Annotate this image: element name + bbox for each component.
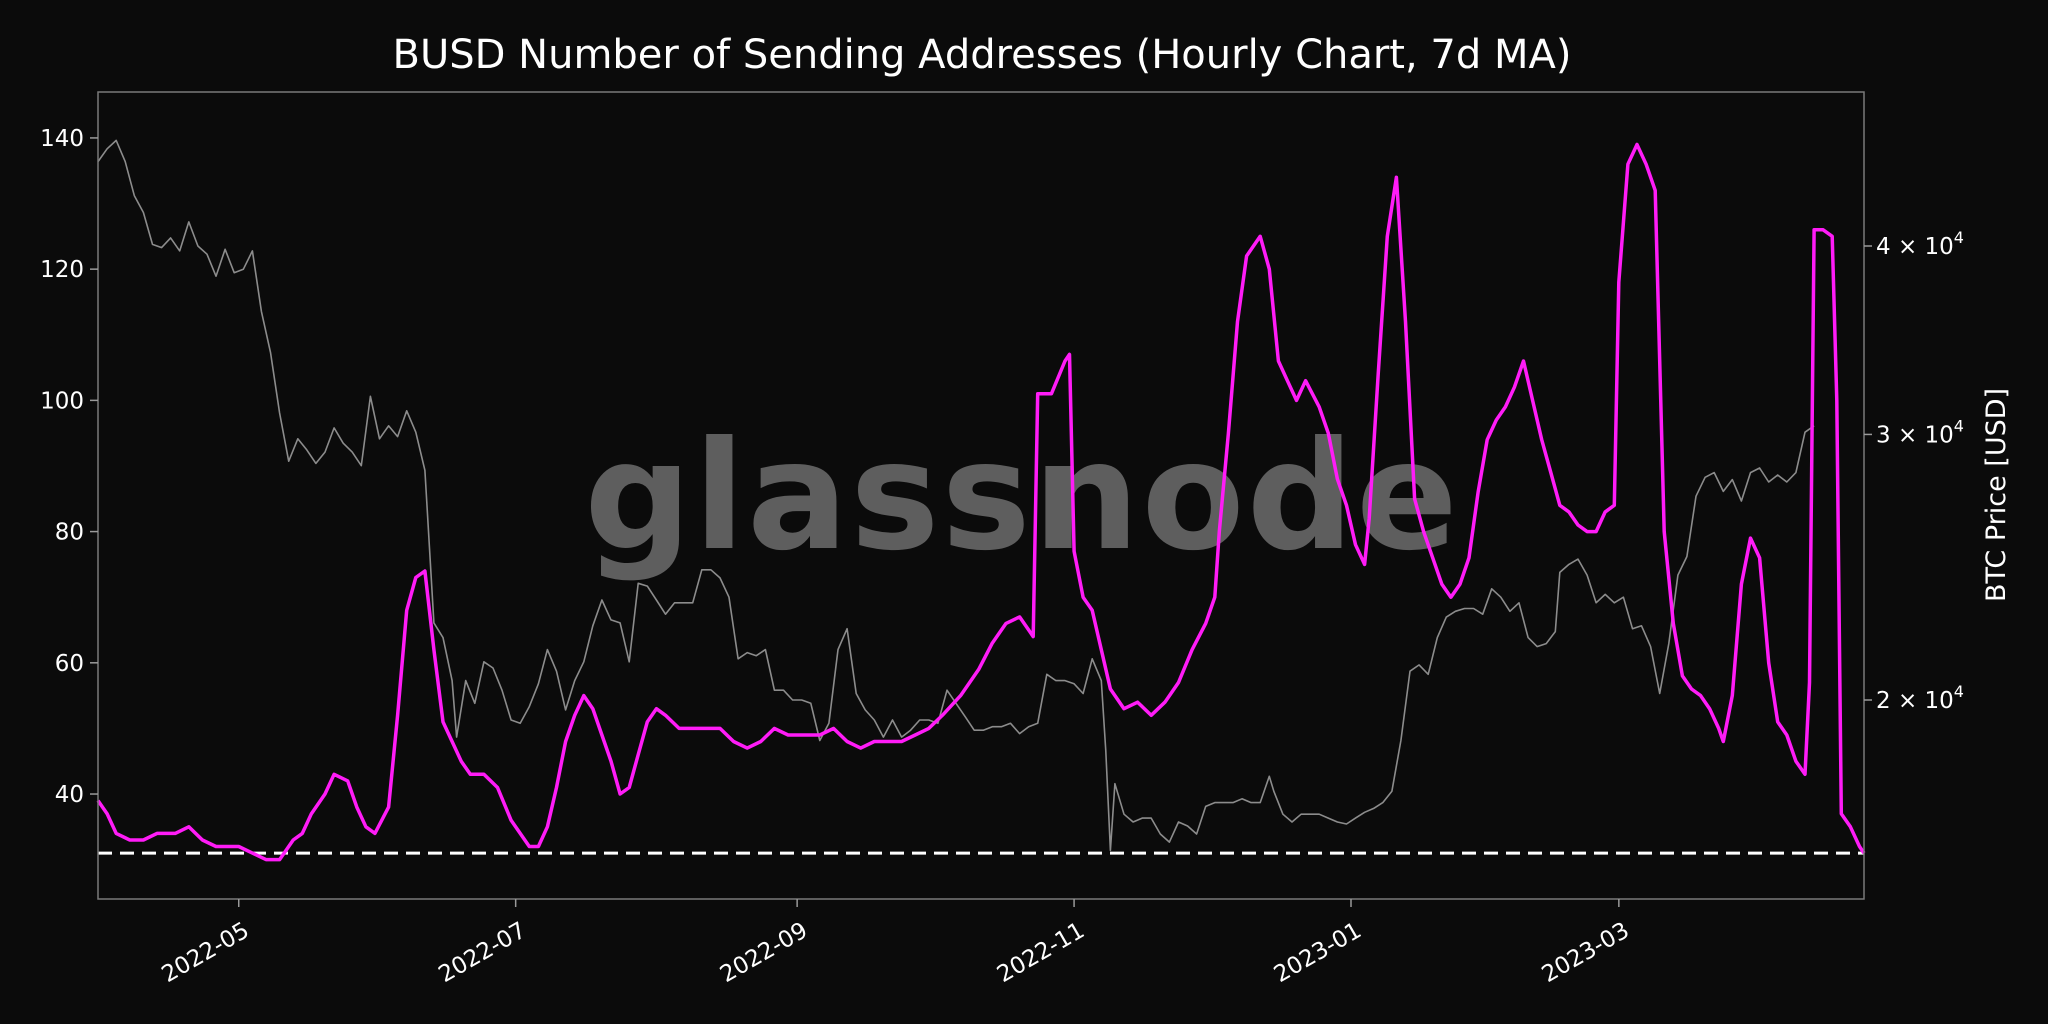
right-axis: 2 × 104 3 × 104 4 × 104 bbox=[1864, 228, 1964, 714]
left-tick-label: 80 bbox=[55, 520, 84, 546]
addresses-series-layer bbox=[96, 142, 1866, 862]
left-tick-label: 60 bbox=[55, 651, 84, 677]
right-axis-label: BTC Price [USD] bbox=[1981, 388, 2012, 602]
left-axis: 40 60 80 100 120 140 bbox=[40, 126, 98, 808]
left-tick-label: 100 bbox=[40, 388, 84, 414]
right-tick-label: 4 × 104 bbox=[1876, 228, 1964, 260]
btc-price-layer bbox=[97, 139, 1815, 852]
left-tick-label: 140 bbox=[40, 126, 84, 152]
btc-price-line bbox=[97, 139, 1815, 852]
plot-frame bbox=[97, 91, 1865, 900]
right-tick-label: 3 × 104 bbox=[1876, 416, 1964, 448]
left-tick-label: 40 bbox=[55, 782, 84, 808]
chart-title: BUSD Number of Sending Addresses (Hourly… bbox=[393, 32, 1572, 78]
plot-area: glassnode bbox=[584, 410, 1460, 584]
sending-addresses-line bbox=[96, 142, 1866, 862]
right-tick-label: 2 × 104 bbox=[1876, 682, 1964, 714]
watermark: glassnode bbox=[584, 410, 1460, 584]
left-tick-label: 120 bbox=[40, 257, 84, 283]
